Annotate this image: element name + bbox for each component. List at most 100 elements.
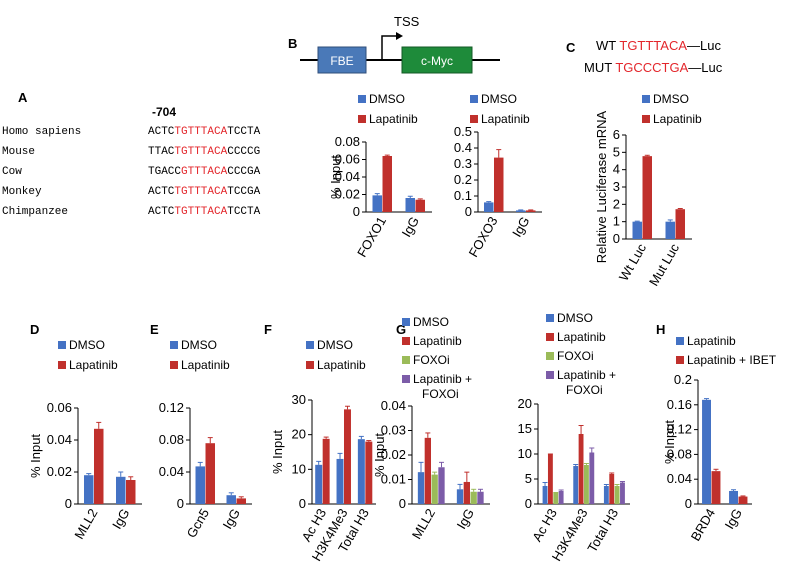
myc-box: [401, 46, 473, 74]
bar: [711, 471, 721, 504]
y-tick-label: 0: [65, 496, 72, 511]
chart-a_foxo3: 00.10.20.30.40.5 FOXO3 IgG DMSO Lapatinib: [454, 92, 542, 260]
category-label: IgG: [399, 214, 422, 240]
bar: [365, 441, 373, 504]
y-tick-label: 0: [525, 496, 532, 511]
bar: [344, 409, 351, 504]
legend-swatch: [642, 95, 650, 103]
y-tick-label: 0.06: [47, 400, 72, 415]
species-name: Chimpanzee: [2, 206, 68, 218]
legend-swatch: [358, 115, 366, 123]
y-tick-label: 0.2: [454, 172, 472, 187]
legend-label: FOXOi: [557, 349, 594, 363]
legend-swatch: [58, 341, 66, 349]
category-label: Ac H3: [529, 506, 560, 544]
legend-label: Lapatinib: [481, 112, 530, 126]
bar: [516, 210, 526, 212]
y-axis-label: % Input: [662, 420, 677, 464]
bar: [438, 467, 445, 504]
species-name: Mouse: [2, 146, 35, 158]
bar: [315, 464, 323, 504]
y-tick-label: 3: [613, 179, 620, 194]
y-tick-label: 20: [518, 396, 532, 411]
sequence: ACTCTGTTTACATCCTA: [148, 126, 261, 138]
legend-label: DMSO: [413, 315, 449, 329]
legend-label: Lapatinib: [413, 334, 462, 348]
category-label: Wt Luc: [616, 241, 649, 284]
legend-swatch: [402, 318, 410, 326]
legend-label: Lapatinib + IBET: [687, 353, 777, 367]
y-tick-label: 0.03: [381, 423, 406, 438]
tss-label: TSS: [394, 14, 420, 29]
y-tick-label: 0.06: [335, 152, 360, 167]
reporter-constructs: WT TGTTTACA—Luc MUT TGCCCTGA—Luc: [584, 38, 723, 75]
y-tick-label: 1: [613, 214, 620, 229]
legend-label: Lapatinib + FOXOi: [413, 372, 472, 401]
y-tick-label: 4: [613, 162, 620, 177]
mut-construct: MUT TGCCCTGA—Luc: [584, 60, 723, 75]
y-tick-label: 0: [177, 496, 184, 511]
bar: [702, 399, 711, 504]
legend-swatch: [470, 115, 478, 123]
bar: [738, 496, 748, 504]
bar: [205, 443, 215, 504]
category-label: IgG: [509, 214, 532, 240]
y-tick-label: 30: [292, 392, 306, 407]
bar: [195, 466, 205, 504]
y-tick-label: 20: [292, 427, 306, 442]
species-name: Cow: [2, 166, 22, 178]
legend-label: DMSO: [317, 338, 353, 352]
legend-label: DMSO: [557, 311, 593, 325]
bar: [526, 210, 536, 212]
legend-label: Lapatinib: [557, 330, 606, 344]
bar: [463, 481, 470, 504]
species-name: Homo sapiens: [2, 126, 81, 138]
legend-label: Lapatinib: [653, 112, 702, 126]
y-tick-label: 0: [299, 496, 306, 511]
legend-swatch: [58, 361, 66, 369]
promoter-diagram: FBE c-Myc TSS: [300, 14, 500, 74]
y-tick-label: 2: [613, 196, 620, 211]
bar: [675, 209, 685, 239]
y-tick-label: 0.04: [667, 471, 692, 486]
panel-letter-c: C: [566, 40, 576, 55]
bar: [553, 493, 559, 504]
legend-swatch: [642, 115, 650, 123]
y-tick-label: 0: [465, 204, 472, 219]
y-tick-label: 0: [613, 231, 620, 246]
legend-swatch: [358, 95, 366, 103]
chart-a_foxo1: 0 0.02 0.04 0.06 0.08 % Input FOXO1 IgG DMSO Lapa…: [328, 92, 432, 260]
legend-label: FOXOi: [413, 353, 450, 367]
category-label: Gcn5: [184, 506, 213, 540]
y-tick-label: 0: [685, 496, 692, 511]
y-tick-label: 0.08: [667, 446, 692, 461]
bar: [614, 486, 620, 504]
bar: [126, 480, 136, 504]
panel-letter-f: F: [264, 322, 272, 337]
chart-g_mll2: 0 0.01 0.02 0.03 0.04 % Input MLL2 IgG DMSO Lapat…: [372, 315, 490, 542]
category-label: IgG: [220, 506, 243, 532]
y-tick-label: 0.1: [454, 188, 472, 203]
y-tick-label: 0.4: [454, 140, 472, 155]
bar: [484, 202, 494, 212]
y-tick-label: 5: [613, 144, 620, 159]
legend-swatch: [306, 341, 314, 349]
y-tick-label: 15: [518, 421, 532, 436]
legend-swatch: [546, 352, 554, 360]
bar: [382, 156, 392, 212]
y-tick-label: 0: [353, 204, 360, 219]
bar: [417, 472, 425, 504]
bar: [424, 437, 431, 504]
bar: [620, 482, 625, 504]
y-axis-label: % Input: [28, 434, 43, 478]
category-label: FOXO3: [466, 214, 501, 260]
bar: [470, 491, 477, 504]
category-label: BRD4: [688, 506, 718, 544]
bar: [94, 428, 104, 504]
bar: [729, 490, 738, 504]
motif-position-label: -704: [152, 105, 176, 119]
bar: [589, 452, 595, 504]
legend-swatch: [676, 356, 684, 364]
panel-letter-a: A: [18, 90, 28, 105]
